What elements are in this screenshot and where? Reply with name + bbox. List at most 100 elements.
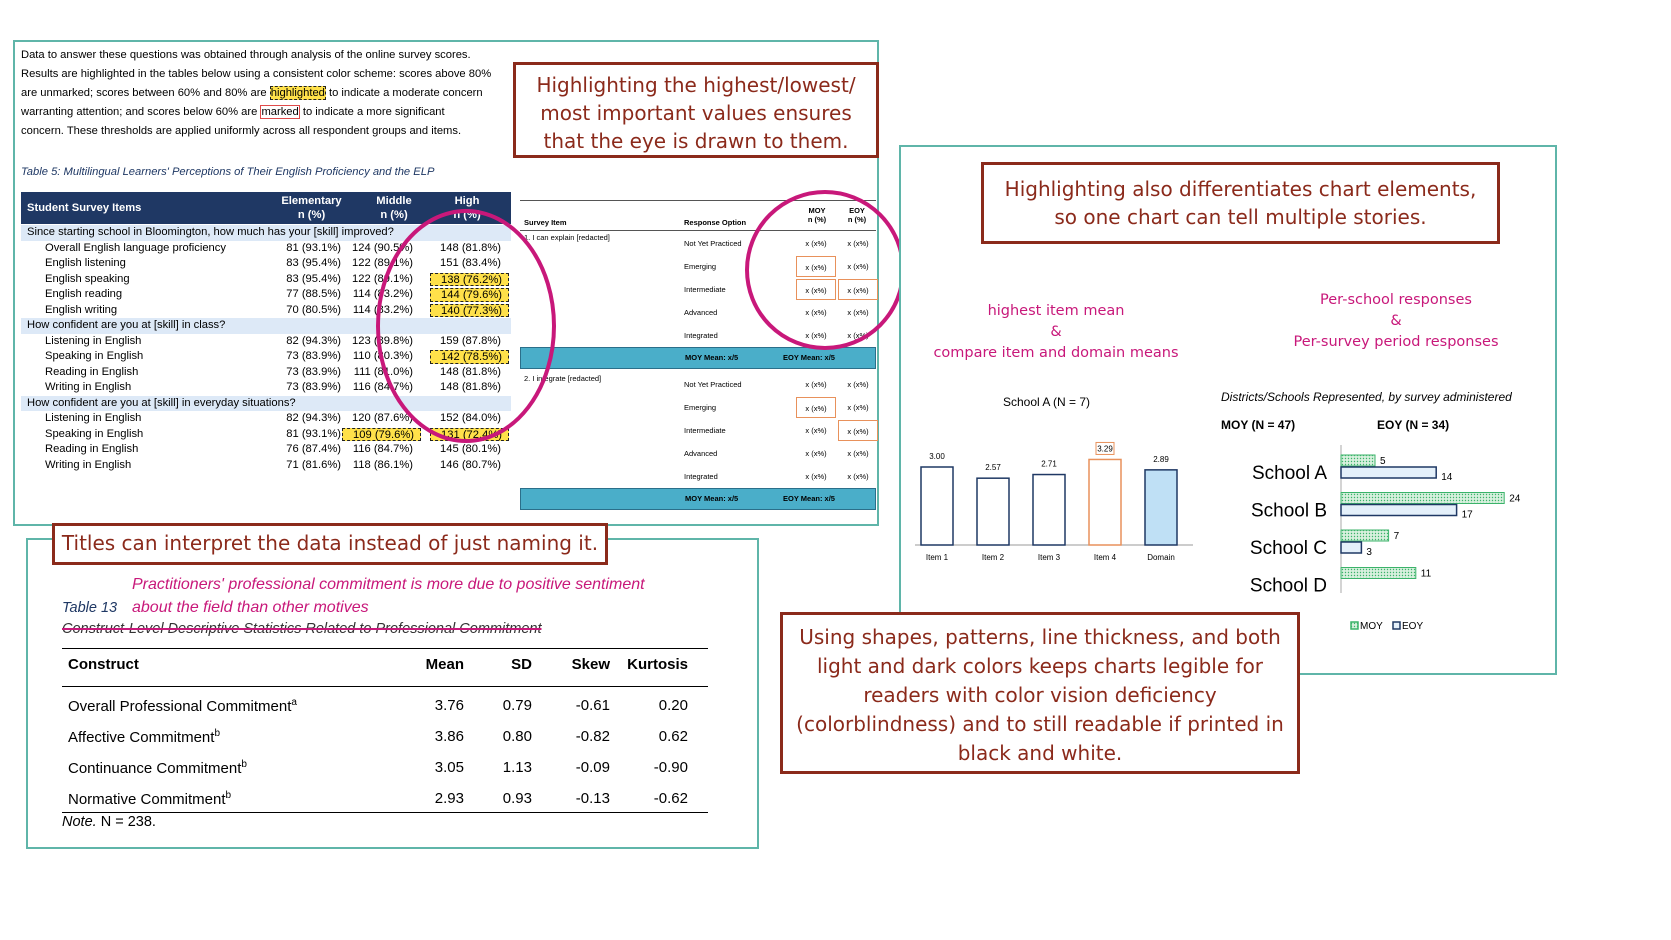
table-cell: 120 (87.6%) xyxy=(352,412,413,424)
table-cell: 76 (87.4%) xyxy=(286,443,341,455)
construct-label: Overall Professional Commitmenta xyxy=(68,697,297,715)
table-cell: 0.80 xyxy=(502,728,532,745)
chart-a-value-label: 3.29 xyxy=(1097,444,1113,453)
chart-a: 3.00 Item 1 2.57 Item 2 2.71 Item 3 3.29 Item 4… xyxy=(915,441,1193,562)
table-cell: x (x%) xyxy=(805,380,827,389)
chart-b-value-label: 17 xyxy=(1462,510,1474,521)
table-cell: 151 (83.4%) xyxy=(440,257,501,269)
highlight-circle-high xyxy=(376,209,556,443)
chart-b-category-label: School B xyxy=(1251,501,1327,522)
chart-b-bar-moy xyxy=(1340,529,1390,542)
survey-table: Survey Item Response Option MOY n (%) EOY n (… xyxy=(520,200,878,510)
marked-cell: x (x%) xyxy=(838,279,878,300)
response-option: Advanced xyxy=(684,308,718,317)
chart-a-tick-label: Domain xyxy=(1147,553,1175,562)
table5-section-title: How confident are you at [skill] in clas… xyxy=(21,318,511,334)
callout-chart-elements: Highlighting also differentiates chart e… xyxy=(981,162,1500,244)
table-cell: 152 (84.0%) xyxy=(440,412,501,424)
table-cell: x (x%) xyxy=(805,449,827,458)
chart-a-tick-label: Item 1 xyxy=(926,553,949,562)
table-row: 1. I can explain [redacted] Not Yet Pract… xyxy=(520,232,876,255)
table5-header-col: Middle n (%) xyxy=(376,195,412,221)
chart-a-value-label: 3.00 xyxy=(929,452,945,461)
highlighted-cell: 140 (77.3%) xyxy=(430,303,509,317)
table-cell: 148 (81.8%) xyxy=(440,241,501,254)
row-label: Overall English language proficiency xyxy=(45,241,226,254)
row-label: Listening in English xyxy=(45,412,142,424)
table-cell: 0.93 xyxy=(502,790,532,807)
table-row: English reading 77 (88.5%) 114 (83.2%) 144 … xyxy=(21,287,511,303)
response-option: Integrated xyxy=(684,331,718,340)
marked-cell: x (x%) xyxy=(796,256,836,277)
table-row: 2. I integrate [redacted] Not Yet Practic… xyxy=(520,373,876,396)
table-cell: x (x%) xyxy=(805,426,827,435)
table-cell: -0.13 xyxy=(575,790,610,807)
chart-a-bar xyxy=(976,477,1010,546)
table-row: Continuance Commitmentb 3.05 1.13 -0.09 -0.9… xyxy=(62,759,708,783)
marked-cell: x (x%) xyxy=(838,420,878,441)
table-row: Listening in English 82 (94.3%) 120 (87.6%… xyxy=(21,411,511,427)
table-cell: x (x%) xyxy=(847,331,869,340)
table-cell: x (x%) xyxy=(805,472,827,481)
table-row: Reading in English 76 (87.4%) 116 (84.7%) 1… xyxy=(21,442,511,458)
callout-highlight: Highlighting the highest/lowest/ most im… xyxy=(513,62,879,158)
table13-old-title: Construct-Level Descriptive Statistics R… xyxy=(62,621,542,637)
intro-line: Results are highlighted in the tables be… xyxy=(21,68,492,80)
table13: Construct Mean SD Skew Kurtosis Overall Profe… xyxy=(62,648,708,818)
chart-b-bar-moy xyxy=(1340,567,1417,579)
table-cell: x (x%) xyxy=(847,308,869,317)
response-option: Not Yet Practiced xyxy=(684,380,742,389)
table5-section-title: Since starting school in Bloomington, ho… xyxy=(21,225,511,241)
chart-a-bar xyxy=(920,466,954,546)
table13-panel: Practitioners' professional commitment i… xyxy=(26,538,759,849)
table13-header: Construct Mean SD Skew Kurtosis xyxy=(68,656,688,673)
chart-a-bar xyxy=(1144,469,1178,546)
highlighted-cell: 144 (79.6%) xyxy=(430,288,509,302)
table-row: Affective Commitmentb 3.86 0.80 -0.82 0.62 xyxy=(62,728,708,752)
intro-line: are unmarked; scores between 60% and 80%… xyxy=(21,86,483,100)
table-row: English writing 70 (80.5%) 114 (83.2%) 140 … xyxy=(21,303,511,319)
chart-a-value-label: 2.57 xyxy=(985,463,1001,472)
intro-line: concern. These thresholds are applied un… xyxy=(21,125,462,137)
table-cell: 0.62 xyxy=(658,728,688,745)
chart-b-value-label: 7 xyxy=(1394,531,1400,542)
response-option: Advanced xyxy=(684,449,718,458)
table-row: Intermediate x (x%) x (x%) xyxy=(520,278,878,301)
table-cell: x (x%) xyxy=(847,472,869,481)
construct-label: Normative Commitmentb xyxy=(68,790,232,808)
table-cell: -0.61 xyxy=(575,697,610,714)
table-row: Normative Commitmentb 2.93 0.93 -0.13 -0.62 xyxy=(62,790,708,814)
table-cell: 77 (88.5%) xyxy=(286,288,341,300)
table5-caption: Table 5: Multilingual Learners' Percepti… xyxy=(21,166,435,178)
legend-moy-label: MOY xyxy=(1360,621,1383,632)
table-row: Listening in English 82 (94.3%) 123 (89.8%… xyxy=(21,334,511,350)
chart-b-eoy-header: EOY (N = 34) xyxy=(1377,418,1450,432)
chart-a-tick-label: Item 4 xyxy=(1094,553,1117,562)
chart-a-title: School A (N = 7) xyxy=(1003,395,1091,409)
annotation-right: Per-school responses & Per-survey period… xyxy=(1293,292,1499,350)
table-row: Advanced x (x%) x (x%) xyxy=(520,301,876,324)
table-cell: x (x%) xyxy=(805,308,827,317)
row-label: English listening xyxy=(45,257,126,269)
table-cell: 3.76 xyxy=(434,697,464,714)
intro-line: Data to answer these questions was obtai… xyxy=(21,49,471,61)
callout-titles: Titles can interpret the data instead of… xyxy=(52,523,608,565)
table-cell: x (x%) xyxy=(847,403,869,412)
chart-b-title: Districts/Schools Represented, by survey… xyxy=(1221,390,1512,404)
chart-b-bar-eoy xyxy=(1340,503,1458,517)
survey-top-rule xyxy=(520,200,876,201)
table-cell: 82 (94.3%) xyxy=(286,334,341,347)
highlight-example: highlighted xyxy=(269,86,326,100)
table-cell: 0.20 xyxy=(658,697,688,714)
intro-line: warranting attention; and scores below 6… xyxy=(21,105,445,119)
table-row: English listening 83 (95.4%) 122 (89.1%) 15… xyxy=(21,256,511,272)
table-cell: x (x%) xyxy=(847,380,869,389)
row-label: Speaking in English xyxy=(45,427,144,440)
table13-label: Table 13 xyxy=(62,600,118,616)
chart-b-value-label: 11 xyxy=(1421,569,1432,580)
table-row: Advanced x (x%) x (x%) xyxy=(520,442,876,465)
table5-section-title: How confident are you at [skill] in ever… xyxy=(21,395,511,411)
table-cell: 82 (94.3%) xyxy=(286,412,341,424)
chart-b-value-label: 5 xyxy=(1380,456,1386,467)
